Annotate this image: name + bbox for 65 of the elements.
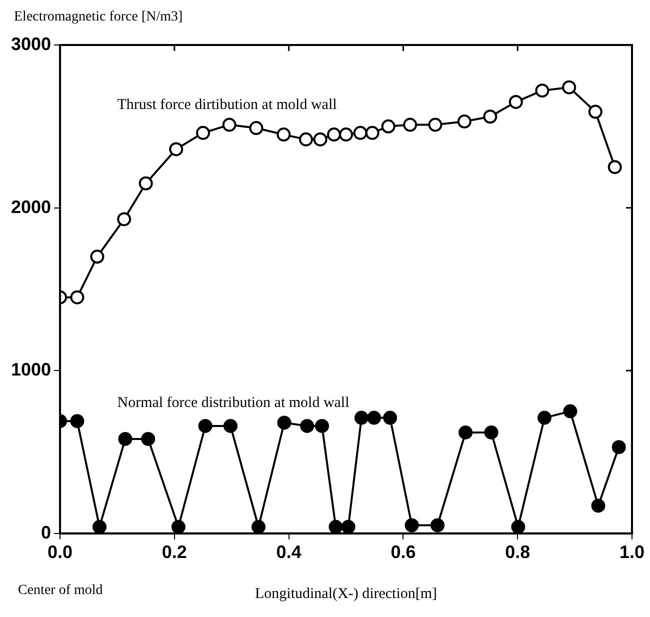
point [535,84,550,98]
point [327,128,342,142]
y-tick-label: 3000 [10,34,52,54]
point [511,520,526,534]
point [353,126,368,140]
point [223,418,238,433]
x-tick-label: 0.2 [162,542,187,562]
point [612,440,626,454]
point [222,118,236,132]
point [298,132,313,146]
point [591,498,606,513]
point [70,414,84,428]
point [563,404,578,418]
point [483,110,498,124]
point [537,410,552,425]
point [169,142,184,156]
point [403,118,418,132]
x-tick-label: 0.4 [276,542,302,562]
point [484,425,498,440]
text: Center of mold [18,583,103,598]
point [198,418,212,433]
point [328,520,343,534]
y-tick-label: 2000 [10,196,52,217]
x-axis-title: Longitudinal(X-) direction[m] [255,586,438,602]
point [367,410,382,425]
point [196,126,210,140]
point [341,520,356,534]
series-label: Normal force distribution at mold wall [117,395,350,412]
x-tick-label: 1.0 [619,542,645,562]
point [171,520,186,534]
point [458,425,473,440]
point [404,518,419,532]
x-tick-label: 0.8 [505,542,530,562]
y-tick-label: 0 [41,522,52,542]
point [141,432,156,446]
point [315,418,329,433]
point [354,410,368,425]
point [300,418,314,433]
point [118,432,132,446]
point [383,410,398,425]
point [508,94,523,109]
y-tick-label: 1000 [10,360,52,380]
point [428,118,442,132]
x-tick-label: 0.0 [48,542,73,562]
point [92,520,107,534]
point [277,416,292,430]
point [339,128,354,142]
point [430,518,445,532]
point [249,121,264,136]
point [608,160,622,174]
point [588,104,602,119]
series-label: Thrust force dirtibution at mold wall [117,97,337,114]
point [365,126,380,140]
point [562,80,576,94]
point [313,132,328,146]
y-axis-title: Electromagnetic force [N/m3] [14,10,183,25]
point [381,119,396,134]
point [252,520,266,534]
point [117,212,132,226]
point [457,114,472,129]
point [70,290,84,304]
point [138,176,153,190]
point [90,250,104,264]
x-tick-label: 0.6 [390,542,416,562]
point [276,128,291,142]
